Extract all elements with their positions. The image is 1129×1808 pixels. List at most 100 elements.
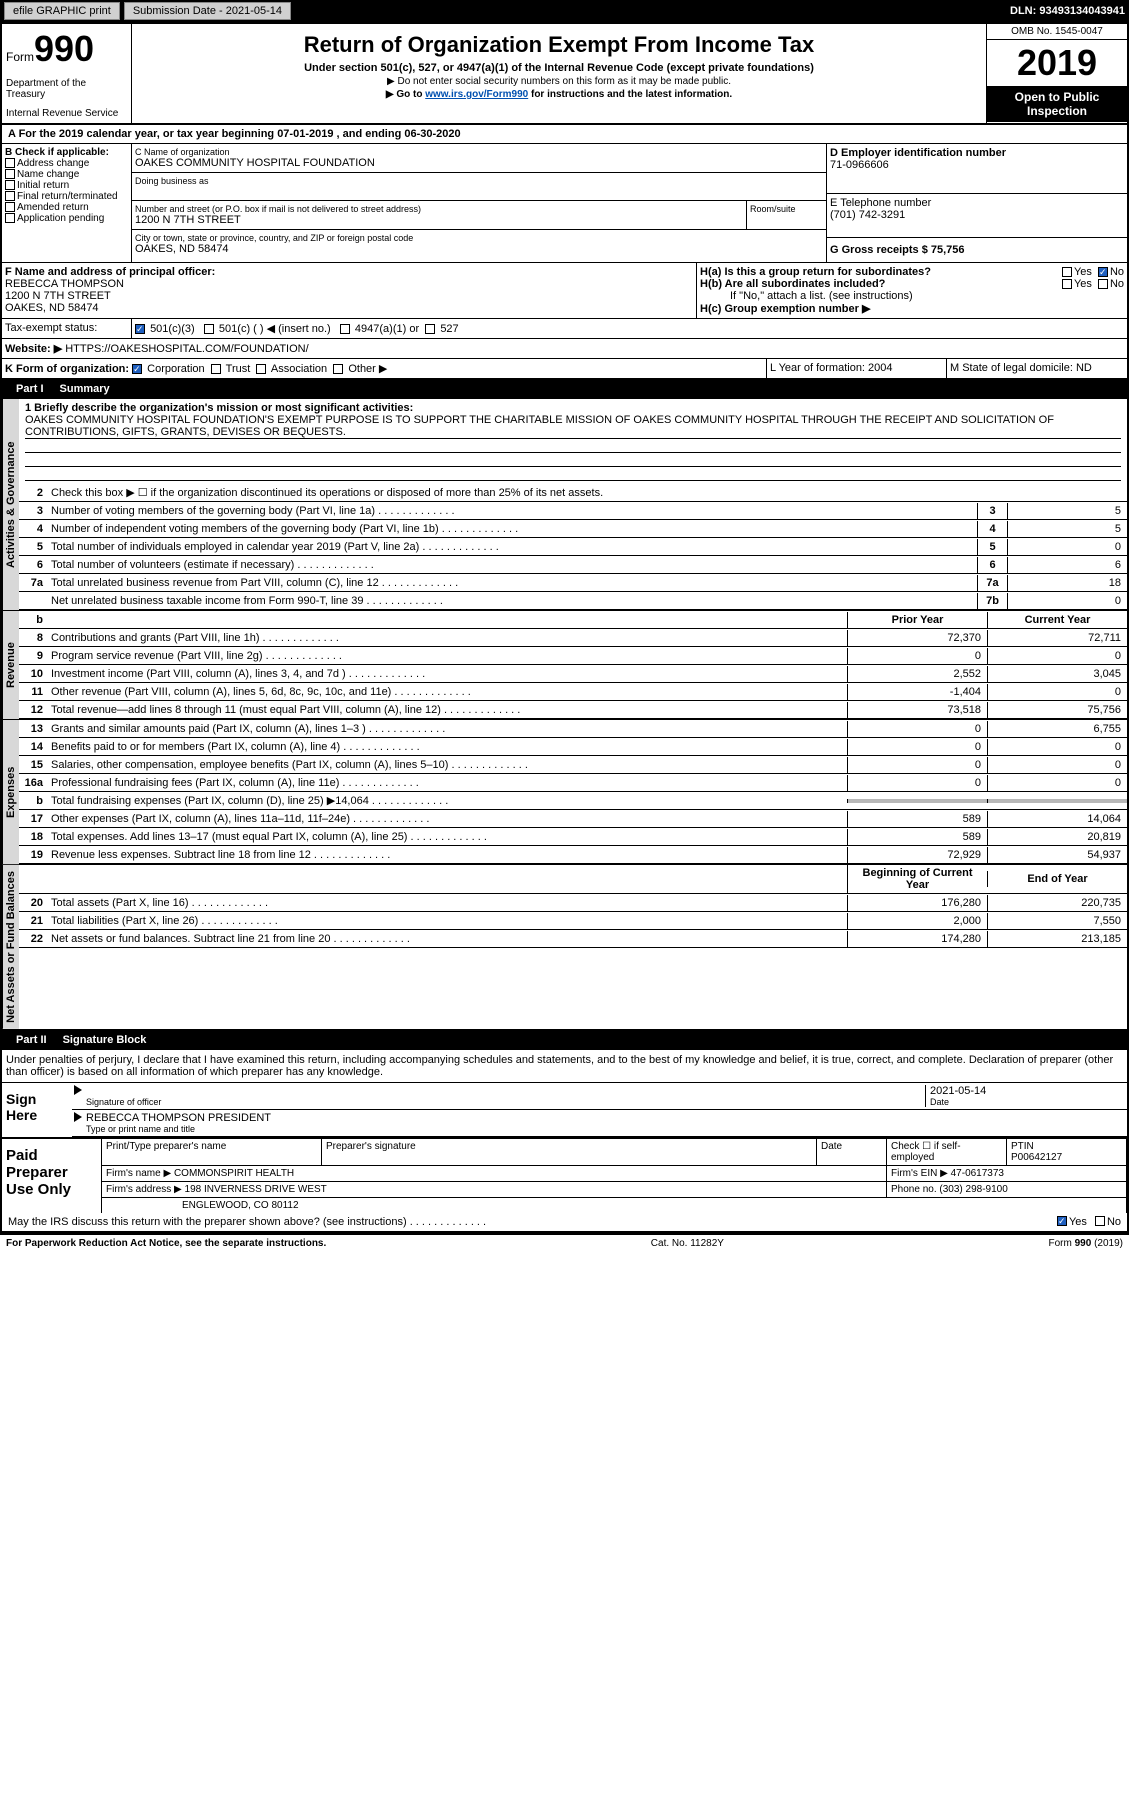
hb-no: No	[1110, 278, 1124, 290]
phone-value: (303) 298-9100	[939, 1184, 1007, 1195]
beginning-header: Beginning of Current Year	[847, 865, 987, 893]
chk-assoc[interactable]	[256, 364, 266, 374]
header-left: Form990 Department of the Treasury Inter…	[2, 24, 132, 123]
firm-city: ENGLEWOOD, CO 80112	[102, 1198, 1127, 1213]
tel-label: E Telephone number	[830, 197, 1124, 209]
table-row: 12Total revenue—add lines 8 through 11 (…	[19, 701, 1127, 719]
subtitle-1: Under section 501(c), 527, or 4947(a)(1)…	[136, 62, 982, 74]
dln-label: DLN: 93493134043941	[1010, 5, 1125, 17]
netassets-sidetab: Net Assets or Fund Balances	[2, 865, 19, 1029]
irs-label: Internal Revenue Service	[6, 108, 127, 119]
prior-year-header: Prior Year	[847, 612, 987, 628]
table-row: 3Number of voting members of the governi…	[19, 502, 1127, 520]
501c-label: 501(c) ( ) ◀ (insert no.)	[219, 323, 331, 335]
chk-name[interactable]: Name change	[5, 169, 128, 180]
open-inspection: Open to Public Inspection	[987, 86, 1127, 122]
tax-period: A For the 2019 calendar year, or tax yea…	[2, 125, 1127, 144]
discuss-yes-checkbox[interactable]	[1057, 1216, 1067, 1226]
ein-value: 71-0966606	[830, 159, 1124, 171]
officer-name: REBECCA THOMPSON	[5, 278, 693, 290]
table-row: Net unrelated business taxable income fr…	[19, 592, 1127, 610]
section-c: C Name of organization OAKES COMMUNITY H…	[132, 144, 827, 262]
dept-label: Department of the Treasury	[6, 78, 127, 100]
declaration: Under penalties of perjury, I declare th…	[2, 1050, 1127, 1082]
signer-name-label: Type or print name and title	[86, 1124, 1125, 1134]
section-d: D Employer identification number 71-0966…	[827, 144, 1127, 262]
prep-sig-label: Preparer's signature	[322, 1139, 817, 1165]
chk-501c3[interactable]	[135, 324, 145, 334]
chk-pending[interactable]: Application pending	[5, 213, 128, 224]
table-row: 6Total number of volunteers (estimate if…	[19, 556, 1127, 574]
table-row: 11Other revenue (Part VIII, column (A), …	[19, 683, 1127, 701]
footer-mid: Cat. No. 11282Y	[651, 1238, 724, 1249]
section-b-label: B Check if applicable:	[5, 147, 128, 158]
tel-value: (701) 742-3291	[830, 209, 1124, 221]
chk-corp[interactable]	[132, 364, 142, 374]
chk-527[interactable]	[425, 324, 435, 334]
chk-initial[interactable]: Initial return	[5, 180, 128, 191]
table-row: 20Total assets (Part X, line 16)176,2802…	[19, 894, 1127, 912]
officer-label: F Name and address of principal officer:	[5, 266, 693, 278]
chk-trust[interactable]	[211, 364, 221, 374]
section-f: F Name and address of principal officer:…	[2, 263, 697, 318]
sign-here-label: Sign Here	[2, 1083, 72, 1137]
submission-date-button[interactable]: Submission Date - 2021-05-14	[124, 2, 291, 20]
chk-amended[interactable]: Amended return	[5, 202, 128, 213]
firm-ein: 47-0617373	[951, 1168, 1004, 1179]
chk-other[interactable]	[333, 364, 343, 374]
irs-link[interactable]: www.irs.gov/Form990	[425, 89, 528, 100]
ha-no-checkbox[interactable]	[1098, 267, 1108, 277]
chk-address[interactable]: Address change	[5, 158, 128, 169]
form-number: 990	[34, 28, 94, 69]
sub3-post: for instructions and the latest informat…	[528, 89, 732, 100]
sign-date: 2021-05-14	[930, 1085, 1125, 1097]
room-label: Room/suite	[746, 201, 826, 229]
part2-title: Signature Block	[63, 1034, 147, 1046]
firm-name-label: Firm's name ▶	[106, 1168, 171, 1179]
ein-label: D Employer identification number	[830, 147, 1124, 159]
omb-number: OMB No. 1545-0047	[987, 24, 1127, 40]
paid-preparer-label: Paid Preparer Use Only	[2, 1139, 102, 1213]
website-row: Website: ▶ HTTPS://OAKESHOSPITAL.COM/FOU…	[2, 339, 1127, 359]
501c3-label: 501(c)(3)	[150, 323, 195, 335]
discuss-yes: Yes	[1069, 1216, 1087, 1228]
section-b: B Check if applicable: Address change Na…	[2, 144, 132, 262]
discuss-row: May the IRS discuss this return with the…	[2, 1213, 1127, 1232]
hb-note: If "No," attach a list. (see instruction…	[700, 290, 1124, 302]
chk-final[interactable]: Final return/terminated	[5, 191, 128, 202]
form-header: Form990 Department of the Treasury Inter…	[2, 24, 1127, 125]
website-label: Website: ▶	[5, 343, 62, 355]
chk-501c[interactable]	[204, 324, 214, 334]
dba-label: Doing business as	[135, 176, 823, 186]
part1-label: Part I	[8, 381, 52, 397]
table-row: 17Other expenses (Part IX, column (A), l…	[19, 810, 1127, 828]
website-value: HTTPS://OAKESHOSPITAL.COM/FOUNDATION/	[65, 343, 308, 355]
sign-date-label: Date	[930, 1097, 1125, 1107]
section-h: H(a) Is this a group return for subordin…	[697, 263, 1127, 318]
ptin-value: P00642127	[1011, 1152, 1122, 1163]
q1-label: 1 Briefly describe the organization's mi…	[25, 402, 1121, 414]
subtitle-3: ▶ Go to www.irs.gov/Form990 for instruct…	[136, 89, 982, 100]
ha-label: H(a) Is this a group return for subordin…	[700, 266, 1062, 278]
hb-label: H(b) Are all subordinates included?	[700, 278, 1062, 290]
chk-4947[interactable]	[340, 324, 350, 334]
efile-button[interactable]: efile GRAPHIC print	[4, 2, 120, 20]
gross-receipts: G Gross receipts $ 75,756	[830, 244, 1124, 256]
open1: Open to Public	[991, 90, 1123, 104]
hb-yes-checkbox[interactable]	[1062, 279, 1072, 289]
table-row: 4Number of independent voting members of…	[19, 520, 1127, 538]
discuss-no-checkbox[interactable]	[1095, 1216, 1105, 1226]
corp-label: Corporation	[147, 363, 204, 375]
rev-header-row: b Prior Year Current Year	[19, 611, 1127, 629]
table-row: 7aTotal unrelated business revenue from …	[19, 574, 1127, 592]
officer-addr2: OAKES, ND 58474	[5, 302, 693, 314]
hb-no-checkbox[interactable]	[1098, 279, 1108, 289]
table-row: 18Total expenses. Add lines 13–17 (must …	[19, 828, 1127, 846]
mission-text: OAKES COMMUNITY HOSPITAL FOUNDATION'S EX…	[25, 414, 1121, 439]
sub3-pre: ▶ Go to	[386, 89, 425, 100]
q2-line: 2 Check this box ▶ ☐ if the organization…	[19, 484, 1127, 502]
footer-right: Form 990 (2019)	[1049, 1238, 1123, 1249]
expenses-block: Expenses 13Grants and similar amounts pa…	[2, 720, 1127, 865]
ha-yes-checkbox[interactable]	[1062, 267, 1072, 277]
mission-section: 1 Briefly describe the organization's mi…	[19, 399, 1127, 484]
